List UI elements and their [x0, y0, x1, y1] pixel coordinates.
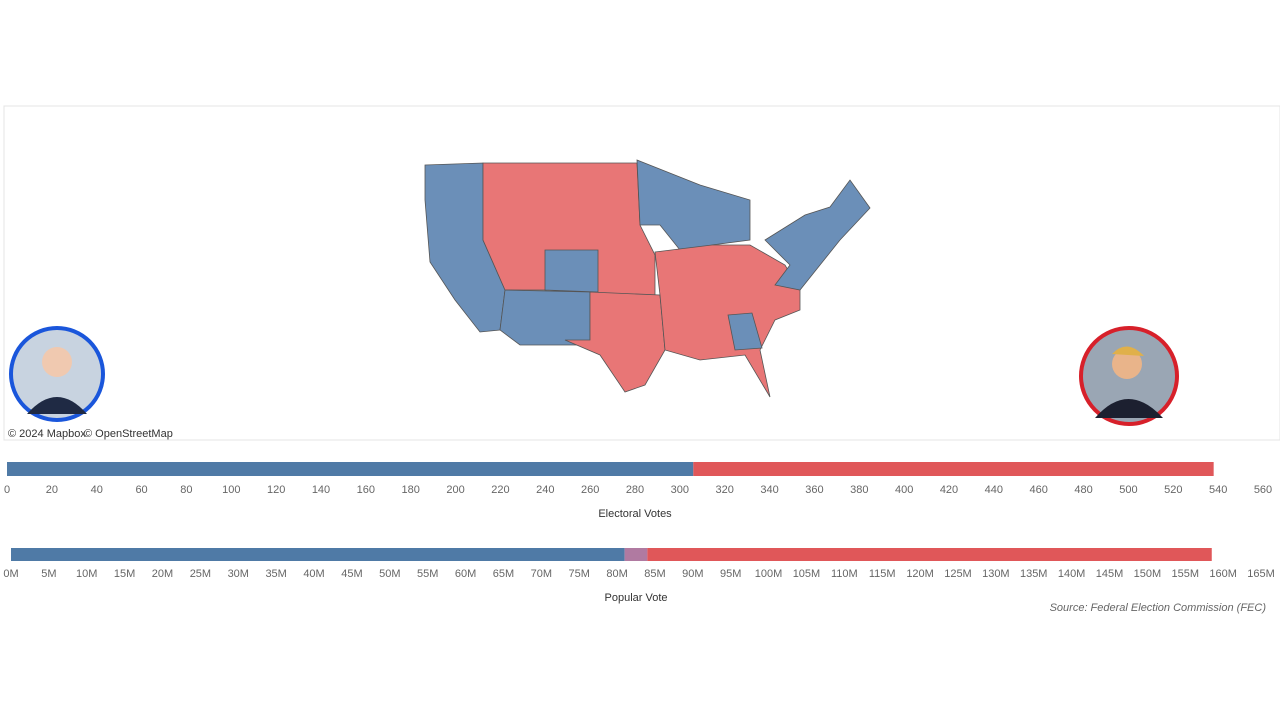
x-tick-label: 280 — [626, 484, 644, 496]
x-tick-label: 300 — [671, 484, 689, 496]
x-tick-label: 240 — [536, 484, 554, 496]
x-tick-label: 145M — [1096, 568, 1124, 580]
x-tick-label: 260 — [581, 484, 599, 496]
x-tick-label: 120 — [267, 484, 285, 496]
x-tick-label: 320 — [716, 484, 734, 496]
x-tick-label: 105M — [793, 568, 821, 580]
x-tick-label: 420 — [940, 484, 958, 496]
x-tick-label: 15M — [114, 568, 135, 580]
x-tick-label: 65M — [493, 568, 514, 580]
x-tick-label: 400 — [895, 484, 913, 496]
x-tick-label: 150M — [1134, 568, 1162, 580]
x-tick-label: 70M — [531, 568, 552, 580]
x-tick-label: 120M — [906, 568, 934, 580]
x-tick-label: 100M — [755, 568, 783, 580]
x-tick-label: 115M — [869, 568, 896, 580]
x-tick-label: 5M — [41, 568, 56, 580]
source-note: Source: Federal Election Commission (FEC… — [1050, 602, 1267, 614]
bar-segment — [11, 548, 625, 561]
x-tick-label: 80 — [180, 484, 192, 496]
axis-title: Popular Vote — [605, 592, 668, 604]
x-tick-label: 0M — [3, 568, 18, 580]
x-tick-label: 360 — [805, 484, 823, 496]
x-tick-label: 100 — [222, 484, 240, 496]
x-tick-label: 125M — [944, 568, 972, 580]
x-tick-label: 50M — [379, 568, 400, 580]
x-tick-label: 540 — [1209, 484, 1227, 496]
x-tick-label: 110M — [831, 568, 858, 580]
x-tick-label: 180 — [402, 484, 420, 496]
state-region — [654, 244, 801, 398]
candidate-photo — [1079, 326, 1179, 426]
axis-title: Electoral Votes — [598, 508, 672, 520]
x-tick-label: 80M — [606, 568, 627, 580]
x-tick-label: 135M — [1020, 568, 1048, 580]
x-tick-label: 40M — [303, 568, 324, 580]
x-tick-label: 25M — [190, 568, 211, 580]
x-tick-label: 340 — [760, 484, 778, 496]
x-tick-label: 155M — [1171, 568, 1199, 580]
x-tick-label: 20 — [46, 484, 58, 496]
x-tick-label: 95M — [720, 568, 741, 580]
x-tick-label: 90M — [682, 568, 703, 580]
x-tick-label: 35M — [265, 568, 286, 580]
x-tick-label: 160 — [357, 484, 375, 496]
bar-segment — [7, 462, 694, 476]
map-credit: © 2024 Mapbox — [8, 428, 86, 440]
state-region — [764, 179, 871, 291]
x-tick-label: 20M — [152, 568, 173, 580]
x-tick-label: 380 — [850, 484, 868, 496]
state-region — [727, 312, 763, 351]
x-tick-label: 75M — [568, 568, 589, 580]
candidate-photo — [9, 326, 105, 422]
x-tick-label: 560 — [1254, 484, 1272, 496]
x-tick-label: 200 — [446, 484, 464, 496]
map-credit: © OpenStreetMap — [84, 428, 173, 440]
x-tick-label: 60 — [135, 484, 147, 496]
x-tick-label: 220 — [491, 484, 509, 496]
x-tick-label: 10M — [76, 568, 97, 580]
state-region — [499, 289, 591, 346]
state-region — [544, 249, 599, 293]
x-tick-label: 520 — [1164, 484, 1182, 496]
x-tick-label: 160M — [1209, 568, 1237, 580]
x-tick-label: 440 — [985, 484, 1003, 496]
x-tick-label: 45M — [341, 568, 362, 580]
x-tick-label: 480 — [1074, 484, 1092, 496]
x-tick-label: 55M — [417, 568, 438, 580]
x-tick-label: 500 — [1119, 484, 1137, 496]
x-tick-label: 460 — [1030, 484, 1048, 496]
bar-segment — [624, 548, 648, 561]
x-tick-label: 0 — [4, 484, 10, 496]
bar-segment — [647, 548, 1212, 561]
bar-segment — [693, 462, 1214, 476]
x-tick-label: 130M — [982, 568, 1010, 580]
x-tick-label: 40 — [91, 484, 103, 496]
x-tick-label: 85M — [644, 568, 665, 580]
x-tick-label: 165M — [1247, 568, 1275, 580]
x-tick-label: 140 — [312, 484, 330, 496]
x-tick-label: 30M — [228, 568, 249, 580]
us-map — [424, 159, 871, 398]
x-tick-label: 140M — [1058, 568, 1086, 580]
x-tick-label: 60M — [455, 568, 476, 580]
